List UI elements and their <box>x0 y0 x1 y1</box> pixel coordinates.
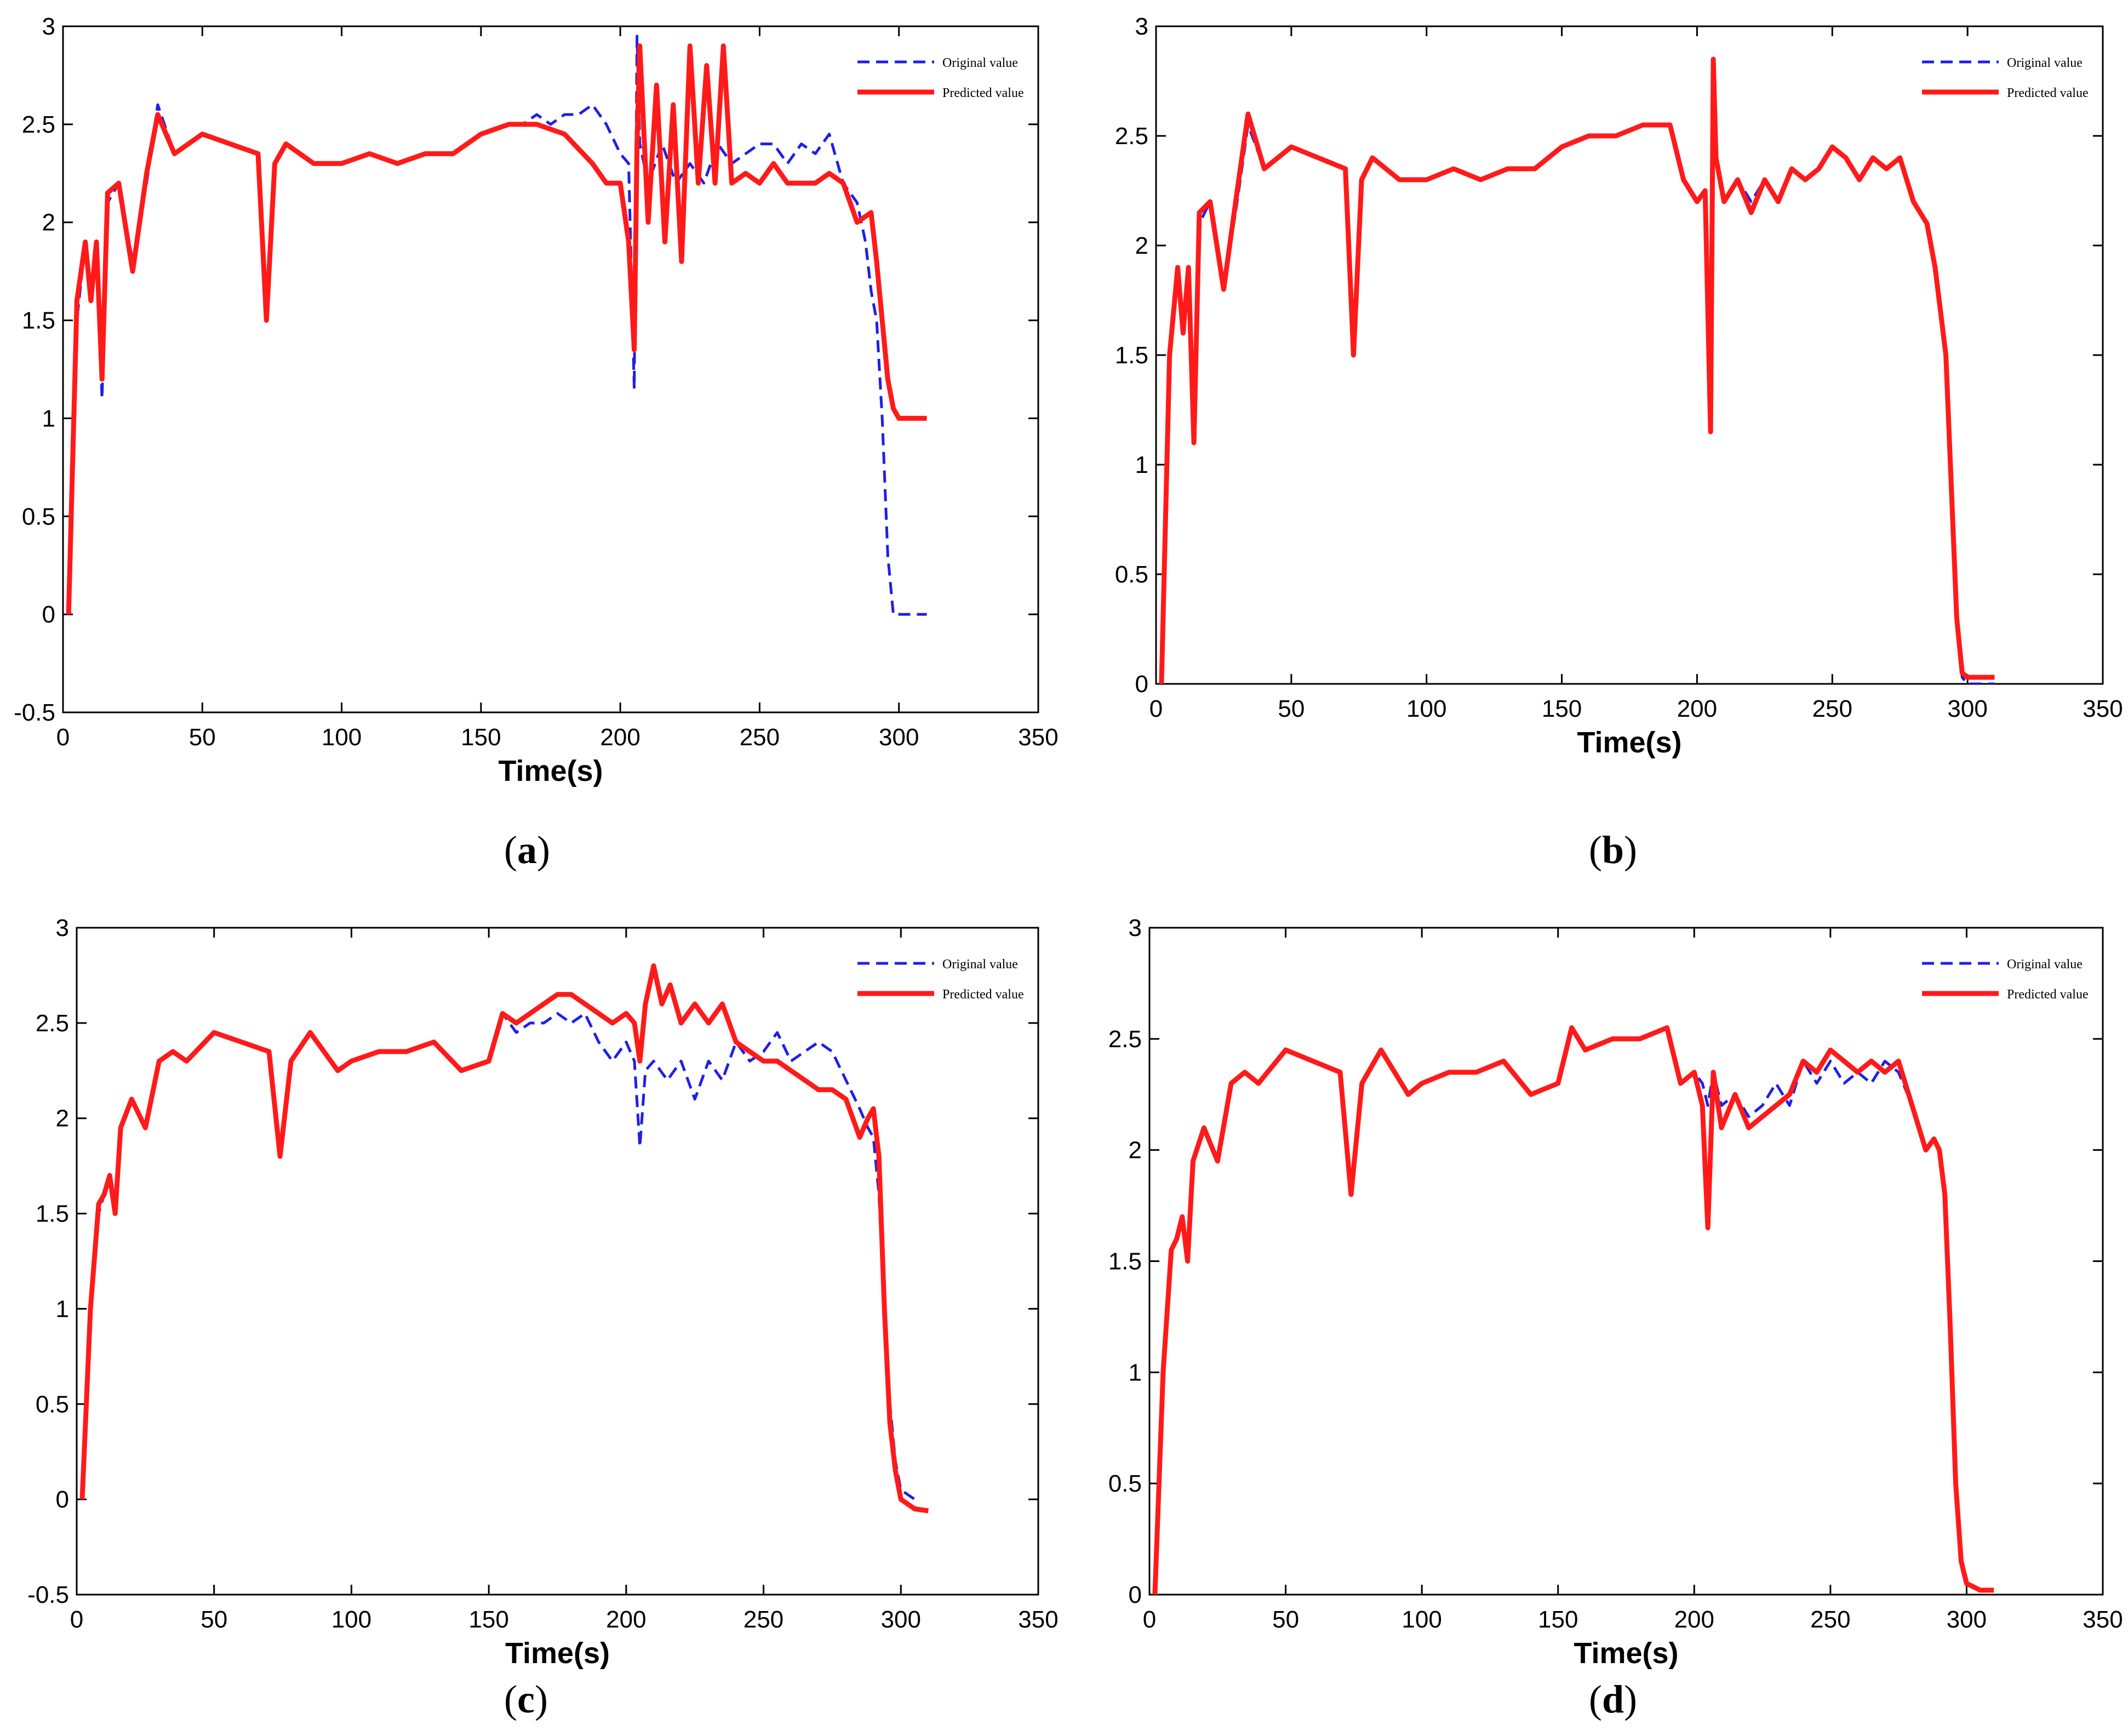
x-tick-label: 150 <box>461 724 501 751</box>
x-tick-label: 150 <box>1542 695 1582 722</box>
x-tick-label: 300 <box>881 1606 921 1633</box>
legend-label: Original value <box>2007 56 2083 70</box>
y-tick-label: 2 <box>42 209 55 236</box>
x-tick-label: 100 <box>331 1606 371 1633</box>
series-original-line <box>1153 1026 1994 1595</box>
y-tick-label: -0.5 <box>27 1581 69 1608</box>
x-tick-label: 200 <box>606 1606 646 1633</box>
series-predicted-line <box>1159 56 1995 684</box>
x-tick-label: 200 <box>600 724 640 751</box>
y-tick-label: 2.5 <box>1115 123 1148 150</box>
x-tick-label: 50 <box>1278 695 1305 722</box>
x-tick-label: 50 <box>189 724 216 751</box>
x-axis-label: Time(s) <box>1577 726 1681 759</box>
y-tick-label: 3 <box>1129 915 1142 941</box>
legend-label: Original value <box>2007 957 2083 972</box>
plot-frame <box>76 927 1039 1596</box>
series-predicted-line <box>1152 1025 1994 1595</box>
series-predicted-line <box>79 963 929 1514</box>
x-tick-label: 300 <box>1947 695 1987 722</box>
x-tick-label: 100 <box>1401 1606 1441 1633</box>
y-tick-label: 2 <box>56 1105 69 1132</box>
x-tick-label: 200 <box>1674 1606 1714 1633</box>
series-original-line <box>81 1012 916 1501</box>
y-tick-label: 1 <box>1135 452 1148 478</box>
series-predicted-line <box>66 43 927 615</box>
x-tick-label: 250 <box>740 724 780 751</box>
x-tick-label: 0 <box>1149 695 1163 722</box>
y-tick-label: 3 <box>42 13 55 40</box>
y-tick-label: 1 <box>1129 1359 1142 1386</box>
x-tick-label: 250 <box>1812 695 1852 722</box>
y-tick-label: 1.5 <box>22 307 55 334</box>
y-tick-label: 2.5 <box>22 111 55 138</box>
y-tick-label: 2 <box>1129 1137 1142 1164</box>
x-tick-label: 50 <box>201 1606 227 1633</box>
y-tick-label: 3 <box>56 915 69 941</box>
x-tick-label: 350 <box>1018 724 1058 751</box>
x-axis-label: Time(s) <box>1574 1637 1678 1670</box>
x-axis-label: Time(s) <box>505 1637 610 1670</box>
plot-frame <box>1155 25 2104 685</box>
y-tick-label: 1 <box>56 1295 69 1322</box>
legend-label: Original value <box>942 56 1018 70</box>
x-tick-label: 250 <box>743 1606 783 1633</box>
x-tick-label: 350 <box>2083 1606 2123 1633</box>
panel-label-b: (b) <box>1589 828 1638 872</box>
x-tick-label: 150 <box>1538 1606 1578 1633</box>
x-tick-label: 300 <box>879 724 919 751</box>
x-tick-label: 350 <box>1018 1606 1058 1633</box>
y-tick-label: 1.5 <box>36 1201 69 1227</box>
y-tick-label: 1.5 <box>1108 1248 1142 1275</box>
y-tick-label: 2 <box>1135 232 1148 259</box>
x-tick-label: 0 <box>1143 1606 1156 1633</box>
plot-frame <box>62 25 1039 713</box>
x-tick-label: 50 <box>1272 1606 1299 1633</box>
legend-label: Predicted value <box>942 86 1024 100</box>
x-tick-label: 0 <box>70 1606 83 1633</box>
y-tick-label: 0 <box>1129 1581 1142 1608</box>
legend-label: Original value <box>942 957 1018 972</box>
y-tick-label: 0.5 <box>22 503 55 530</box>
y-tick-label: 0 <box>1135 671 1148 698</box>
x-tick-label: 0 <box>56 724 70 751</box>
panel-label-d: (d) <box>1589 1677 1638 1721</box>
x-tick-label: 100 <box>322 724 362 751</box>
y-tick-label: 0 <box>42 601 55 628</box>
legend-label: Predicted value <box>2007 86 2089 100</box>
chart-b: 0 50 100 150 200 250 300 350 0 0.5 1 1.5 2 2.5 3 Time(s… <box>1115 13 2123 759</box>
y-tick-label: 3 <box>1135 13 1148 40</box>
plot-frame <box>1148 927 2104 1596</box>
y-tick-label: 0.5 <box>1115 561 1148 588</box>
y-tick-label: 2.5 <box>36 1010 69 1037</box>
chart-c: 0 50 100 150 200 250 300 350-0.500.511.522.53Ti… <box>27 915 1059 1670</box>
y-tick-label: 1 <box>42 405 55 432</box>
x-axis-label: Time(s) <box>498 755 603 787</box>
legend-label: Predicted value <box>942 987 1024 1002</box>
x-tick-label: 250 <box>1810 1606 1850 1633</box>
y-tick-label: 0.5 <box>1108 1470 1142 1497</box>
x-tick-label: 350 <box>2083 695 2123 722</box>
x-tick-label: 300 <box>1947 1606 1987 1633</box>
y-tick-label: 0.5 <box>36 1391 69 1418</box>
x-tick-label: 200 <box>1677 695 1717 722</box>
y-tick-label: 2.5 <box>1108 1026 1142 1053</box>
x-tick-label: 100 <box>1406 695 1446 722</box>
y-tick-label: 1.5 <box>1115 342 1148 369</box>
panel-label-a: (a) <box>504 828 550 872</box>
chart-a: 0 50 100 150 200 250 300 350-0.500.511.522.53Ti… <box>14 13 1059 787</box>
y-tick-label: 0 <box>56 1486 69 1513</box>
legend-label: Predicted value <box>2007 987 2089 1002</box>
panel-label-c: (c) <box>504 1677 548 1721</box>
chart-d: 0 50 100 150 200 250 300 350 0 0.5 1 1.5 2 2.5 3 Time(s… <box>1108 915 2123 1670</box>
y-tick-label: -0.5 <box>14 699 55 726</box>
x-tick-label: 150 <box>468 1606 508 1633</box>
series-original-line <box>67 35 927 616</box>
